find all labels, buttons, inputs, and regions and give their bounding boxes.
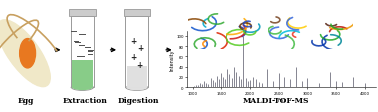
Bar [124, 10, 150, 17]
Bar [85, 35, 90, 36]
Text: +: + [138, 44, 144, 53]
Bar [75, 43, 81, 44]
Bar [88, 54, 93, 55]
Text: Egg: Egg [17, 96, 34, 104]
Text: +: + [130, 37, 136, 46]
Bar [80, 56, 85, 57]
Bar [125, 17, 148, 87]
X-axis label: m/z: m/z [277, 96, 286, 101]
Bar [127, 66, 147, 87]
Bar [79, 35, 85, 36]
Text: MALDI-TOF-MS: MALDI-TOF-MS [243, 96, 309, 104]
Wedge shape [125, 87, 148, 91]
Bar [88, 51, 94, 52]
Bar [84, 24, 90, 25]
Text: Digestion: Digestion [117, 96, 159, 104]
Bar [85, 48, 91, 49]
Bar [88, 58, 94, 59]
Y-axis label: Intensity: Intensity [170, 49, 175, 70]
Ellipse shape [0, 21, 50, 87]
Ellipse shape [20, 39, 36, 68]
Bar [79, 46, 85, 47]
Bar [72, 60, 93, 87]
Bar [88, 51, 93, 52]
Wedge shape [71, 87, 94, 91]
Text: +: + [136, 60, 143, 69]
Text: +: + [131, 53, 137, 62]
Text: Extraction: Extraction [63, 96, 107, 104]
Wedge shape [126, 87, 147, 90]
Bar [71, 17, 94, 87]
Bar [69, 10, 96, 17]
Bar [71, 31, 77, 32]
Wedge shape [72, 87, 93, 90]
